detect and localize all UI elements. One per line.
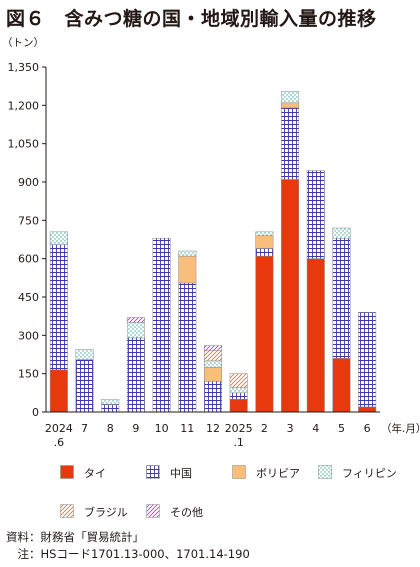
- x-axis: 2024.6 7 8 9 10 11 12 2025.1 2 3 4 5 6: [45, 411, 380, 449]
- bar-segment: [204, 350, 222, 362]
- bar-segment: [229, 398, 248, 413]
- bar-segment: [178, 250, 197, 257]
- legend-swatch-other: [146, 504, 160, 518]
- bar-segment: [126, 337, 145, 413]
- bar-segment: [204, 381, 222, 413]
- source-note: 資料：財務省「貿易統計」: [6, 530, 144, 544]
- bar-segment: [358, 312, 377, 408]
- bar-segment: [255, 248, 274, 257]
- y-tick-label: 450: [18, 291, 39, 304]
- x-tick-label: 2024: [45, 422, 73, 435]
- bars-layer: [49, 91, 377, 413]
- y-tick-label: 150: [18, 368, 39, 381]
- x-tick-label: 9: [132, 422, 139, 435]
- bar-segment: [204, 360, 222, 368]
- bar-segment: [101, 398, 120, 405]
- bar-segment: [229, 392, 248, 400]
- bar-segment: [306, 170, 325, 259]
- bar-segment: [332, 237, 351, 359]
- bar-segment: [126, 322, 145, 339]
- bar-segment: [306, 258, 325, 413]
- bar-segment: [281, 102, 300, 109]
- x-tick-label: 12: [206, 422, 220, 435]
- legend-label-china: 中国: [170, 467, 192, 480]
- x-tick-label: .1: [233, 436, 244, 449]
- bar-segment: [255, 231, 274, 236]
- legend-swatch-philippines: [318, 465, 332, 479]
- bar-segment: [332, 227, 351, 239]
- bar-segment: [358, 406, 377, 413]
- y-tick-label: 1,350: [8, 61, 40, 74]
- y-tick-label: 1,200: [8, 99, 40, 112]
- bar-segment: [255, 255, 274, 413]
- bar-segment: [281, 91, 300, 104]
- bar-segment: [49, 231, 68, 245]
- bar-segment: [281, 179, 300, 413]
- y-axis: 0 150 300 450 600 750 900 1,050 1,200 1,350: [8, 61, 47, 419]
- legend-swatch-bolivia: [232, 465, 246, 479]
- legend-swatch-brazil: [60, 504, 74, 518]
- bar-segment: [178, 282, 197, 413]
- bar-segment: [101, 404, 120, 413]
- x-tick-label: 7: [81, 422, 88, 435]
- bar-segment: [204, 345, 222, 351]
- y-tick-label: 300: [18, 329, 39, 342]
- legend-label-bolivia: ボリビア: [256, 467, 300, 480]
- x-tick-label: 6: [364, 422, 371, 435]
- bar-segment: [229, 387, 248, 394]
- bar-segment: [75, 349, 94, 360]
- chart-title: 図６ 含みつ糖の国・地域別輸入量の推移: [6, 8, 377, 30]
- x-tick-label: 11: [180, 422, 194, 435]
- bar-segment: [75, 359, 94, 413]
- bar-segment: [178, 255, 197, 284]
- y-tick-label: 1,050: [8, 138, 40, 151]
- bar-segment: [49, 369, 68, 413]
- x-tick-label: 4: [312, 422, 319, 435]
- x-tick-label: 2: [261, 422, 268, 435]
- x-tick-label: 5: [338, 422, 345, 435]
- legend-swatch-thailand: [60, 465, 74, 479]
- legend-swatch-china: [146, 465, 160, 479]
- legend-label-thailand: タイ: [84, 467, 106, 480]
- bar-segment: [152, 237, 171, 413]
- x-tick-label: .6: [54, 436, 65, 449]
- bar-segment: [126, 317, 145, 323]
- x-axis-unit-label: （年.月）: [381, 422, 420, 435]
- y-tick-label: 600: [18, 253, 39, 266]
- legend-label-philippines: フィリピン: [342, 467, 397, 480]
- bar-segment: [204, 367, 222, 382]
- hs-code-note: 注：HSコード1701.13-000、1701.14-190: [6, 547, 250, 561]
- x-tick-label: 8: [107, 422, 114, 435]
- bar-segment: [255, 235, 274, 249]
- x-tick-label: 10: [155, 422, 169, 435]
- y-tick-label: 900: [18, 176, 39, 189]
- bar-segment: [229, 373, 248, 388]
- x-tick-label: 2025: [225, 422, 253, 435]
- y-tick-label: 750: [18, 214, 39, 227]
- legend-label-brazil: ブラジル: [84, 506, 128, 519]
- bar-segment: [332, 358, 351, 413]
- x-tick-label: 3: [287, 422, 294, 435]
- bar-segment: [281, 107, 300, 180]
- y-tick-label: 0: [32, 406, 39, 419]
- y-axis-unit-label: （トン）: [2, 37, 44, 49]
- bar-segment: [49, 244, 68, 371]
- legend-label-other: その他: [170, 506, 203, 519]
